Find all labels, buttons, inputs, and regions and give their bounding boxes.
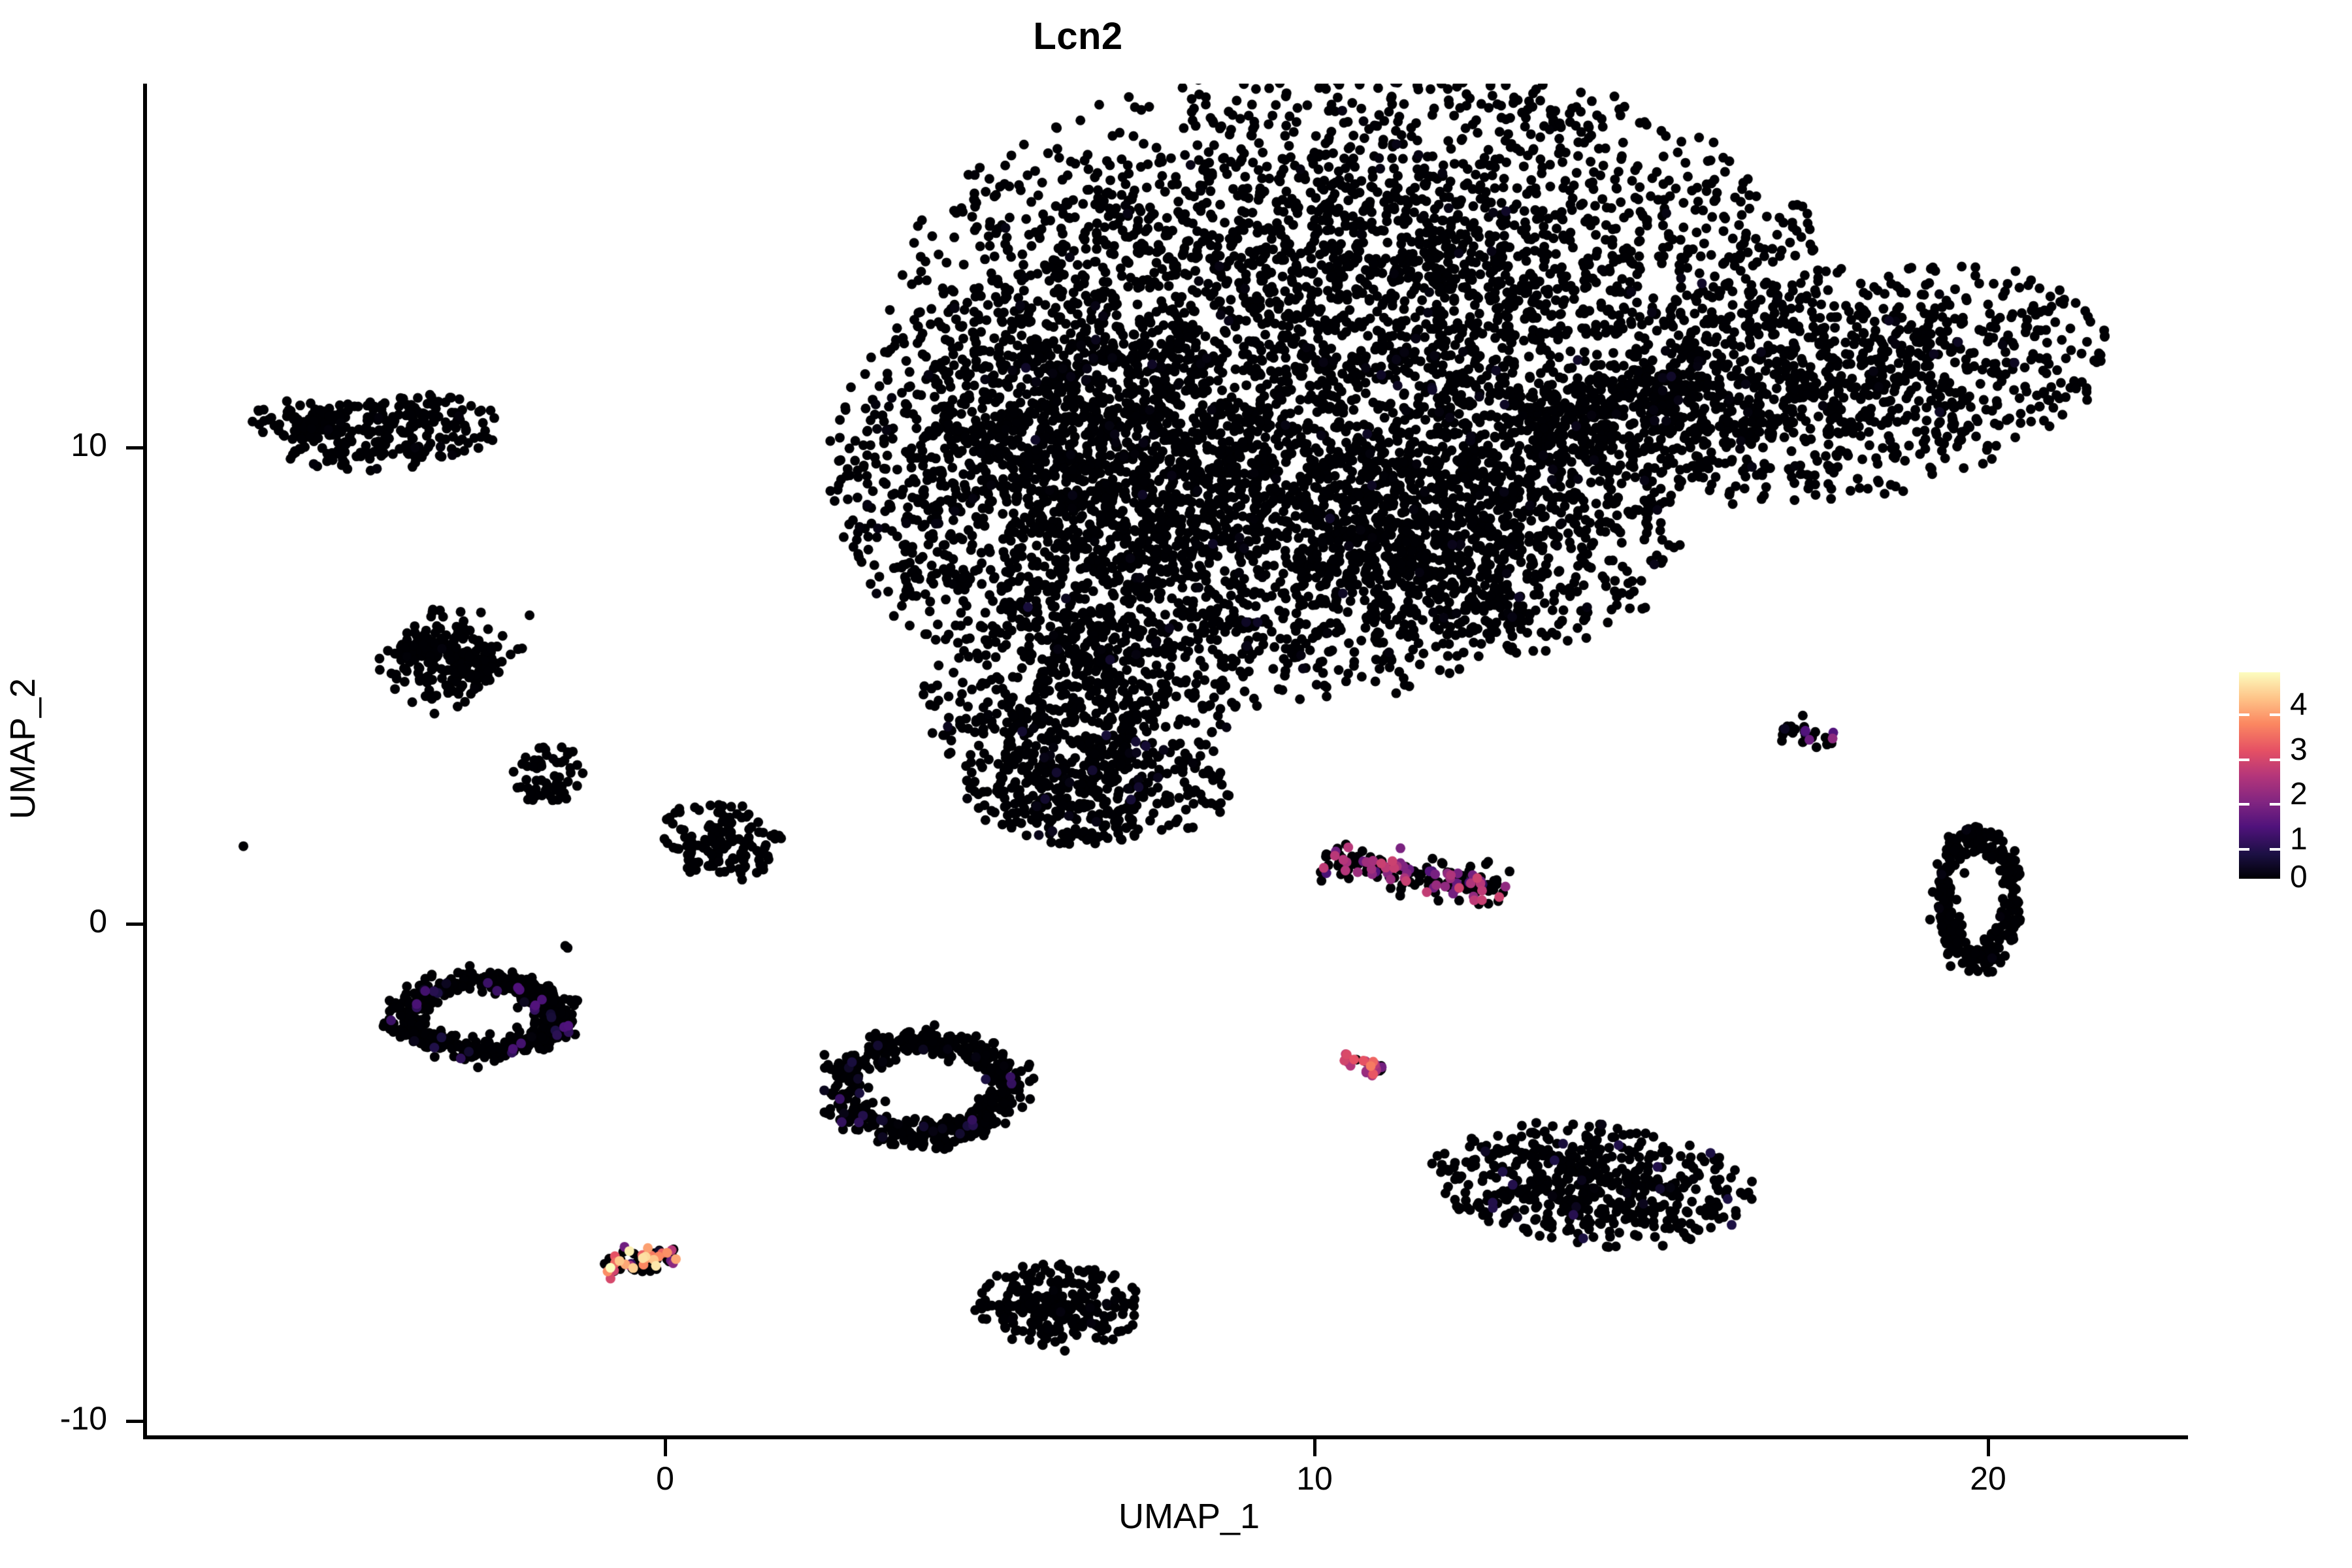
colorbar-label-1: 1 <box>2290 822 2308 857</box>
colorbar-tick-3-left <box>2239 759 2249 761</box>
x-axis-tick-10 <box>1313 1439 1316 1456</box>
x-axis-tick-0 <box>664 1439 667 1456</box>
colorbar-label-3: 3 <box>2290 732 2308 767</box>
x-axis-tick-label-20: 20 <box>1970 1460 2006 1497</box>
scatter-points-layer <box>144 84 2156 1437</box>
colorbar-tick-1-right <box>2270 848 2280 851</box>
colorbar-tick-1-left <box>2239 848 2249 851</box>
y-axis-tick-0 <box>126 923 143 926</box>
colorbar-gradient <box>2239 672 2280 879</box>
y-axis-tick-label--10: -10 <box>59 1400 107 1437</box>
y-axis-title: UMAP_2 <box>3 678 42 820</box>
y-axis-tick-10 <box>126 446 143 449</box>
colorbar-legend: 4 3 2 1 0 <box>2239 672 2344 894</box>
colorbar-tick-3-right <box>2270 759 2280 761</box>
y-axis-tick--10 <box>126 1420 143 1423</box>
colorbar-tick-2-left <box>2239 803 2249 806</box>
page-title: Lcn2 <box>1033 15 1123 57</box>
y-axis-tick-label-0: 0 <box>89 903 107 939</box>
colorbar-tick-4-left <box>2239 713 2249 716</box>
x-axis-tick-label-0: 0 <box>656 1460 674 1497</box>
x-axis-tick-label-10: 10 <box>1296 1460 1333 1497</box>
y-axis-tick-label-10: 10 <box>71 427 107 463</box>
colorbar-label-4: 4 <box>2290 687 2308 722</box>
y-axis-line <box>143 84 147 1439</box>
x-axis-line <box>143 1435 2188 1439</box>
colorbar-tick-4-right <box>2270 713 2280 716</box>
colorbar-tick-2-right <box>2270 803 2280 806</box>
colorbar-label-0: 0 <box>2290 860 2308 894</box>
scatter-plot-panel <box>144 84 2156 1437</box>
colorbar-label-2: 2 <box>2290 777 2308 811</box>
x-axis-title: UMAP_1 <box>1118 1497 1260 1536</box>
x-axis-tick-20 <box>1987 1439 1990 1456</box>
